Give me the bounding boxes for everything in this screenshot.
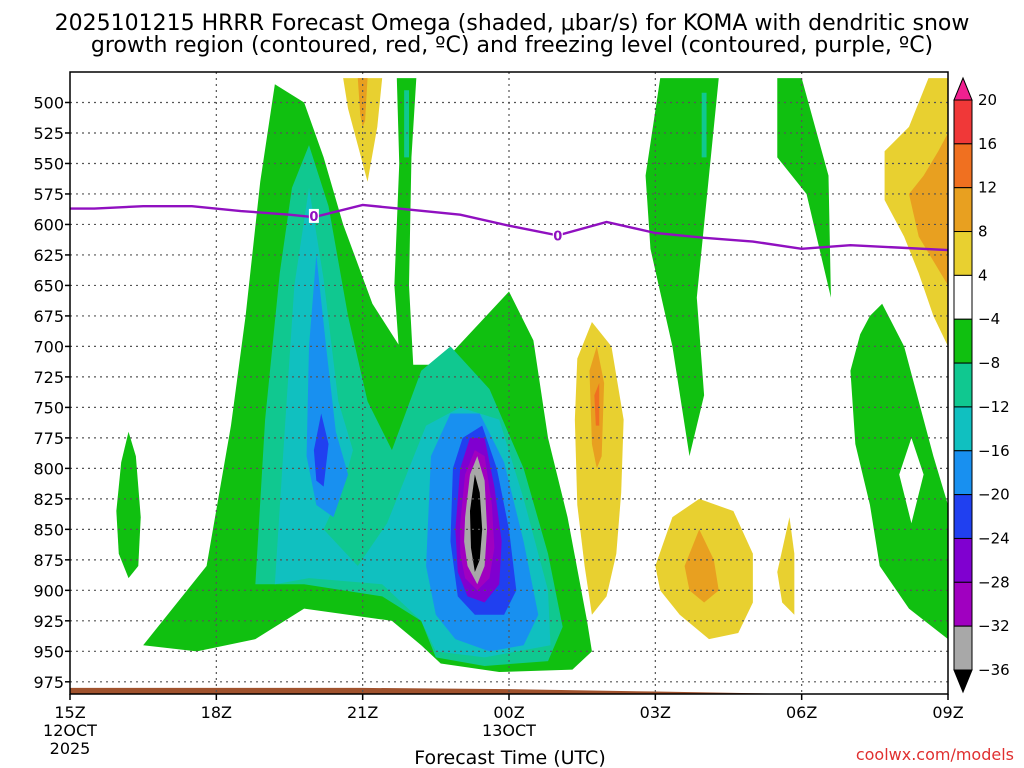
omega-region-teal-thin	[404, 90, 410, 158]
ytick-label-525: 525	[33, 124, 64, 143]
colorbar-label-10: −24	[978, 529, 1010, 547]
omega-region-orange-lower	[684, 529, 719, 603]
colorbar-label-6: −8	[978, 354, 1000, 372]
colorbar-top-arrow	[953, 76, 973, 101]
colorbar-segment-13	[953, 625, 973, 671]
ytick-label-850: 850	[33, 520, 64, 539]
xtick-date-00Z: 13OCT	[482, 721, 536, 740]
ytick-label-700: 700	[33, 337, 64, 356]
colorbar-label-1: 16	[978, 135, 997, 153]
ytick-label-625: 625	[33, 246, 64, 265]
xtick-label-09Z: 09Z	[932, 703, 963, 722]
colorbar: 20 16 12 8 4 −4 −8 −12 −16 −20 −24 −28 −32 −36	[953, 76, 1010, 694]
omega-region-green-left-blob	[116, 431, 141, 579]
ytick-label-500: 500	[33, 93, 64, 112]
xtick-label-18Z: 18Z	[201, 703, 232, 722]
colorbar-label-7: −12	[978, 398, 1010, 416]
colorbar-label-4: 4	[978, 266, 988, 284]
freezing-level-label-1: 0	[553, 229, 562, 244]
colorbar-segment-11	[953, 537, 973, 583]
ytick-label-650: 650	[33, 276, 64, 295]
colorbar-label-2: 12	[978, 179, 997, 197]
ytick-label-825: 825	[33, 490, 64, 509]
xtick-label-03Z: 03Z	[640, 703, 671, 722]
credit-text: coolwx.com/models	[856, 745, 1014, 764]
colorbar-segment-10	[953, 494, 973, 539]
freezing-level-line	[70, 203, 948, 252]
ytick-label-900: 900	[33, 581, 64, 600]
freezing-label-bg-0	[308, 208, 319, 223]
freezing-level-label-0: 0	[309, 210, 318, 225]
ytick-label-550: 550	[33, 154, 64, 173]
colorbar-label-11: −28	[978, 573, 1010, 591]
xtick-label-21Z: 21Z	[347, 703, 378, 722]
colorbar-label-3: 8	[978, 223, 988, 241]
omega-region-green-right-column	[645, 78, 719, 457]
omega-region-white-hole	[899, 437, 924, 524]
colorbar-segment-7	[953, 362, 973, 408]
xtick-date-15Z: 12OCT	[43, 721, 97, 740]
omega-region-orange-right	[908, 132, 948, 286]
colorbar-label-12: −32	[978, 617, 1010, 635]
xtick-label-06Z: 06Z	[786, 703, 817, 722]
ytick-label-975: 975	[33, 673, 64, 692]
colorbar-segment-5	[953, 274, 973, 320]
ytick-label-775: 775	[33, 429, 64, 448]
xtick-label-00Z: 00Z	[493, 703, 524, 722]
chart-title-line1: 2025101215 HRRR Forecast Omega (shaded, …	[55, 11, 970, 36]
ytick-label-750: 750	[33, 398, 64, 417]
colorbar-bottom-arrow	[953, 669, 973, 694]
ytick-label-950: 950	[33, 642, 64, 661]
omega-region-green-upper-column	[394, 78, 417, 390]
xtick-year-15Z: 2025	[50, 739, 91, 758]
colorbar-label-0: 20	[978, 91, 997, 109]
ytick-label-875: 875	[33, 551, 64, 570]
freezing-label-bg-1	[552, 228, 563, 243]
ytick-label-725: 725	[33, 368, 64, 387]
y-axis: 500 525 550 575 600 625 650 675 700 725 750 775 800 8…	[33, 93, 70, 692]
freezing-level-layer: 00	[70, 203, 948, 252]
x-axis-label: Forecast Time (UTC)	[414, 747, 605, 768]
omega-region-yellow-top	[343, 78, 383, 182]
ytick-label-925: 925	[33, 612, 64, 631]
colorbar-segment-8	[953, 406, 973, 452]
ytick-label-575: 575	[33, 185, 64, 204]
xtick-label-15Z: 15Z	[54, 703, 85, 722]
omega-region-deep-orange-mid	[594, 383, 600, 426]
ytick-label-600: 600	[33, 215, 64, 234]
colorbar-segment-3	[953, 187, 973, 233]
colorbar-label-8: −16	[978, 442, 1010, 460]
ytick-label-675: 675	[33, 307, 64, 326]
colorbar-segment-6	[953, 318, 973, 364]
colorbar-segment-1	[953, 99, 973, 145]
colorbar-label-13: −36	[978, 661, 1010, 679]
omega-region-green-bottom-right	[850, 303, 948, 640]
colorbar-segment-9	[953, 450, 973, 496]
colorbar-segment-4	[953, 231, 973, 276]
colorbar-segment-2	[953, 143, 973, 189]
colorbar-label-9: −20	[978, 486, 1010, 504]
omega-region-teal-thin-right	[701, 92, 707, 158]
colorbar-segment-12	[953, 581, 973, 627]
colorbar-label-5: −4	[978, 310, 1000, 328]
ytick-label-800: 800	[33, 459, 64, 478]
chart-title-line2: growth region (contoured, red, ºC) and f…	[91, 33, 933, 58]
